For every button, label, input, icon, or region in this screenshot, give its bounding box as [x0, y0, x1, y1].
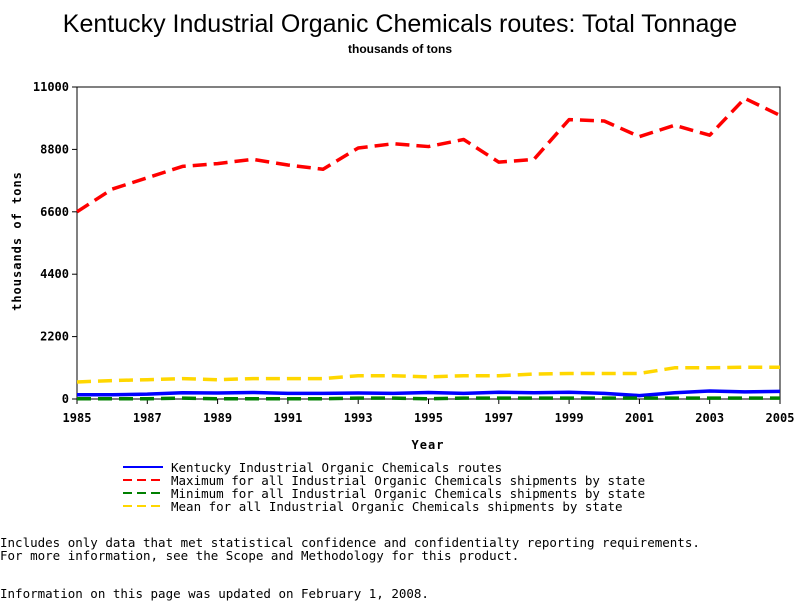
x-tick-label: 2005 — [766, 411, 795, 425]
legend-label: Kentucky Industrial Organic Chemicals ro… — [171, 460, 502, 475]
x-tick-label: 1997 — [484, 411, 513, 425]
footnote-updated: Information on this page was updated on … — [0, 586, 429, 601]
y-tick-label: 4400 — [40, 267, 69, 281]
series-line-2 — [76, 96, 781, 214]
plot-frame — [76, 86, 781, 400]
legend-label: Minimum for all Industrial Organic Chemi… — [171, 486, 645, 501]
series-line-4 — [76, 365, 780, 384]
chart-title: Kentucky Industrial Organic Chemicals ro… — [63, 10, 737, 38]
x-tick-label: 2001 — [625, 411, 654, 425]
x-tick-label: 1987 — [133, 411, 162, 425]
x-tick-label: 2003 — [695, 411, 724, 425]
x-axis-label: Year — [412, 438, 445, 452]
x-tick-label: 1985 — [63, 411, 92, 425]
y-tick-label: 2200 — [40, 330, 69, 344]
series-group — [76, 96, 781, 401]
legend-label: Maximum for all Industrial Organic Chemi… — [171, 473, 645, 488]
legend-label: Mean for all Industrial Organic Chemical… — [171, 499, 623, 514]
y-tick-label: 6600 — [40, 205, 69, 219]
y-axis-label: thousands of tons — [10, 171, 24, 311]
legend: Kentucky Industrial Organic Chemicals ro… — [123, 460, 645, 514]
chart-subtitle: thousands of tons — [348, 42, 452, 56]
series-line-3 — [77, 396, 780, 401]
x-tick-label: 1991 — [273, 411, 302, 425]
y-tick-label: 0 — [62, 392, 69, 406]
x-tick-label: 1989 — [203, 411, 232, 425]
y-axis: 0 2200 4400 6600 8800 11000 — [33, 80, 77, 406]
footnote-more-info: For more information, see the Scope and … — [0, 548, 520, 563]
footnote-data-quality: Includes only data that met statistical … — [0, 535, 700, 550]
x-tick-label: 1995 — [414, 411, 443, 425]
y-tick-label: 11000 — [33, 80, 69, 94]
x-tick-label: 1993 — [344, 411, 373, 425]
x-tick-label: 1999 — [555, 411, 584, 425]
x-axis: 1985 1987 1989 1991 1993 1995 1997 1999 2001 2003… — [63, 399, 795, 425]
y-tick-label: 8800 — [40, 142, 69, 156]
series-line-1 — [77, 389, 781, 398]
